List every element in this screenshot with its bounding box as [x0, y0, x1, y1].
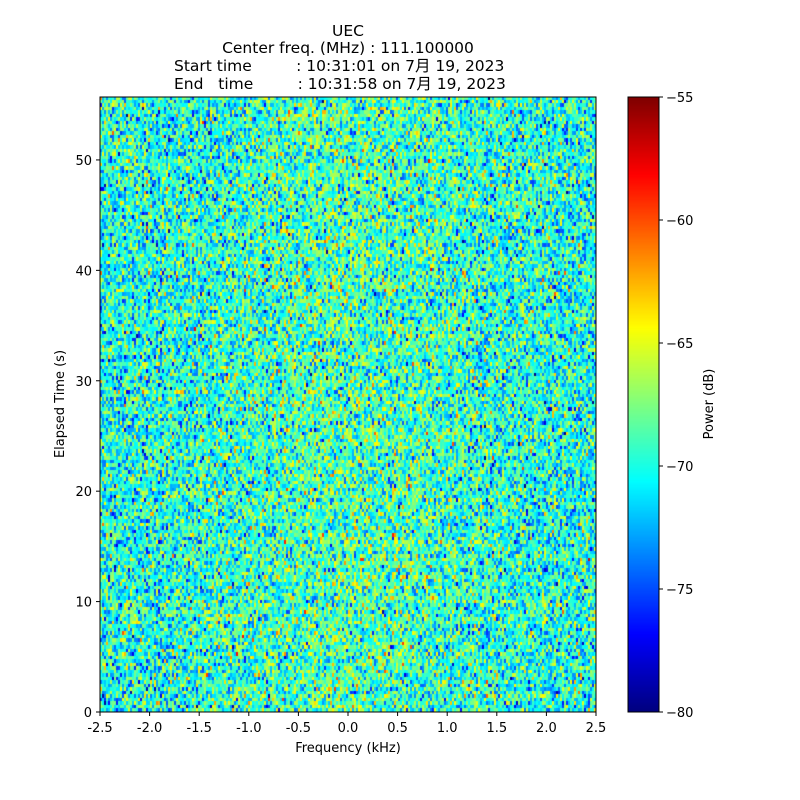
y-tick-label: 50	[75, 154, 92, 169]
y-axis-label: Elapsed Time (s)	[53, 350, 68, 458]
x-tick-label: -2.0	[137, 721, 162, 736]
x-tick-label: 0.0	[338, 721, 359, 736]
y-tick-label: 0	[84, 706, 92, 721]
y-tick-label: 30	[75, 375, 92, 390]
x-tick-label: -1.0	[236, 721, 261, 736]
x-axis-label: Frequency (kHz)	[295, 741, 401, 756]
x-tick-label: 2.5	[586, 721, 607, 736]
colorbar-tick-label: −55	[666, 91, 693, 106]
y-tick-label: 20	[75, 485, 92, 500]
spectrogram-heatmap	[100, 97, 596, 712]
y-tick-label: 10	[75, 596, 92, 611]
x-tick-label: -1.5	[187, 721, 212, 736]
colorbar-tick-label: −60	[666, 214, 693, 229]
x-tick-label: -0.5	[286, 721, 311, 736]
y-tick-label: 40	[75, 264, 92, 279]
title-line-2: Center freq. (MHz) : 111.100000	[222, 39, 474, 57]
x-tick-label: -2.5	[87, 721, 112, 736]
colorbar-frame	[627, 96, 660, 713]
x-tick-label: 1.0	[437, 721, 458, 736]
colorbar-tick-label: −80	[666, 706, 693, 721]
colorbar-tick-label: −65	[666, 337, 693, 352]
x-tick-label: 1.5	[486, 721, 507, 736]
colorbar-label: Power (dB)	[702, 369, 717, 440]
title-line-1: UEC	[332, 22, 364, 40]
x-tick-label: 0.5	[387, 721, 408, 736]
chart-title: UEC Center freq. (MHz) : 111.100000 Star…	[174, 22, 506, 93]
plot-frame	[99, 96, 597, 713]
colorbar-tick-label: −75	[666, 583, 693, 598]
colorbar-gradient	[628, 97, 659, 712]
colorbar-tick-label: −70	[666, 460, 693, 475]
title-line-4: End time : 10:31:58 on 7月 19, 2023	[174, 75, 506, 93]
x-tick-label: 2.0	[536, 721, 557, 736]
title-line-3: Start time : 10:31:01 on 7月 19, 2023	[174, 57, 504, 75]
